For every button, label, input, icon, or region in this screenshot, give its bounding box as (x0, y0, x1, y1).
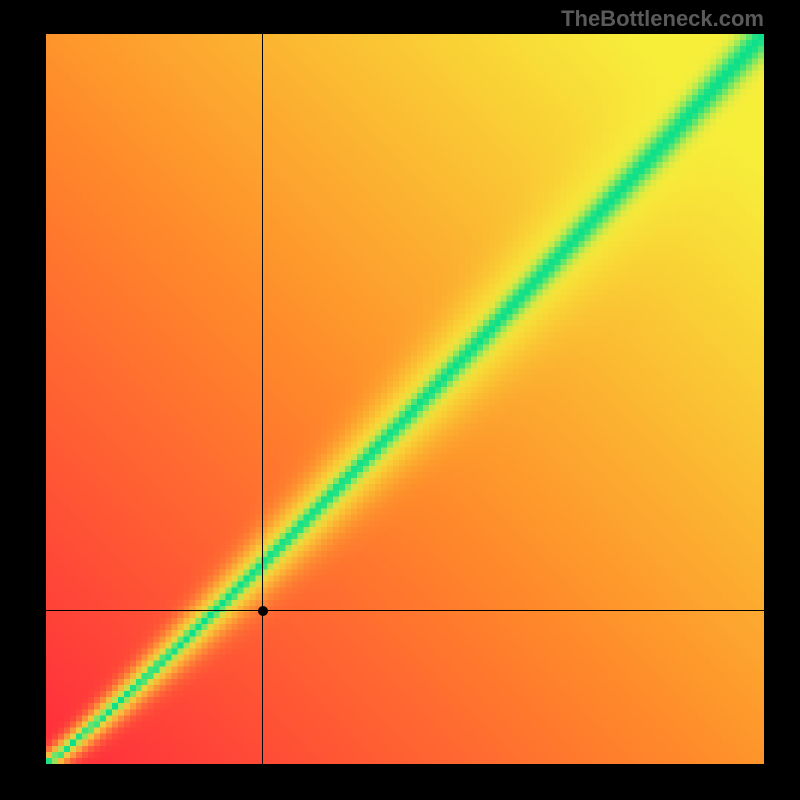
watermark-text: TheBottleneck.com (561, 6, 764, 32)
crosshair-horizontal (46, 610, 764, 611)
crosshair-vertical (262, 34, 263, 764)
marker-dot (258, 606, 268, 616)
bottleneck-heatmap (46, 34, 764, 764)
chart-container: TheBottleneck.com (0, 0, 800, 800)
plot-area (46, 34, 764, 764)
